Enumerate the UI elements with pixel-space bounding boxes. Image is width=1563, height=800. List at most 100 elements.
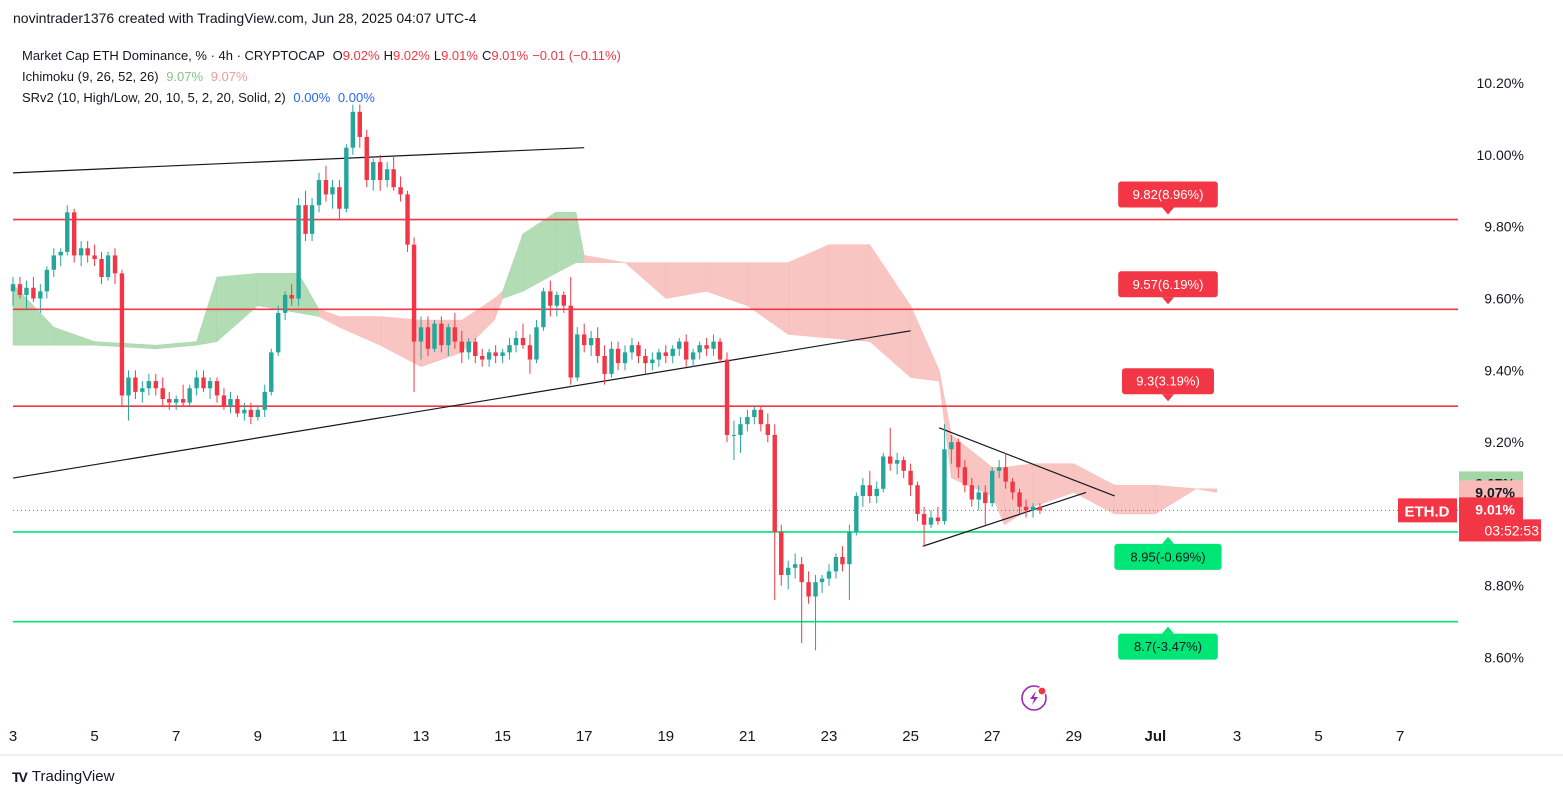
symbol-tag-box	[1398, 498, 1457, 523]
candle	[282, 291, 288, 321]
legend-ichimoku-name[interactable]: Ichimoku (9, 26, 52, 26)	[22, 69, 159, 84]
candle	[949, 434, 954, 464]
candle-body	[826, 571, 832, 579]
candle-body	[180, 399, 186, 403]
x-tick-label: 11	[332, 728, 348, 745]
legend-srv2-name[interactable]: SRv2 (10, High/Low, 20, 10, 5, 2, 20, So…	[22, 90, 286, 105]
level-labels: 9.82(8.96%) 9.57(6.19%) 9.3(3.19%) 8.95(-0.…	[1114, 181, 1222, 660]
candle-body	[160, 388, 165, 400]
candle-body	[248, 409, 254, 417]
alert-icon[interactable]	[1021, 685, 1047, 711]
candle-body	[901, 460, 906, 471]
candle-body	[833, 557, 839, 572]
candle-body	[1023, 506, 1029, 511]
cloud-segment	[1032, 463, 1075, 508]
price-axis[interactable]: 10.20% 10.00% 9.80% 9.60% 9.40% 9.20% 8.80% 8.6…	[1398, 75, 1541, 666]
tradingview-wordmark: TradingView	[31, 768, 115, 785]
candle	[847, 524, 852, 601]
legend-low-label: L	[433, 48, 442, 63]
legend-ichimoku-row[interactable]: Ichimoku (9, 26, 52, 26) 9.07% 9.07%	[22, 66, 629, 87]
candle	[126, 370, 131, 421]
candle	[17, 276, 23, 299]
candle-body	[819, 578, 825, 583]
candles	[10, 104, 1043, 651]
price-axis-label-text: 9.01%	[1475, 501, 1515, 517]
candle-body	[983, 492, 988, 504]
candle	[303, 190, 308, 242]
candle-body	[969, 485, 974, 500]
candle	[105, 251, 111, 281]
candle	[582, 323, 587, 353]
candle	[874, 481, 879, 504]
candle-body	[534, 327, 539, 360]
symbol-tag-text: ETH.D	[1405, 503, 1450, 520]
y-tick-label: 8.80%	[1484, 578, 1524, 594]
legend-symbol-name[interactable]: Market Cap ETH Dominance, % · 4h · CRYPT…	[22, 48, 325, 63]
candle	[745, 409, 750, 432]
legend-symbol-row[interactable]: Market Cap ETH Dominance, % · 4h · CRYPT…	[22, 45, 629, 66]
x-tick-label: 3	[1233, 728, 1241, 745]
candle	[473, 338, 478, 364]
candle	[58, 248, 63, 267]
candle-body	[799, 564, 804, 583]
tradingview-logo[interactable]: TV TradingView	[12, 768, 114, 785]
cloud-segment	[910, 305, 940, 382]
y-tick-label: 9.20%	[1484, 434, 1524, 450]
candle-body	[643, 355, 648, 364]
cloud-segment	[522, 211, 556, 292]
candle-body	[847, 531, 852, 565]
candle	[112, 248, 118, 285]
candle-body	[874, 488, 879, 496]
candle	[398, 176, 403, 202]
candle	[704, 338, 709, 356]
candle	[622, 345, 628, 371]
candle-body	[765, 424, 770, 435]
chart-credit: novintrader1376 created with TradingView…	[13, 10, 477, 26]
x-tick-label: Jul	[1145, 728, 1167, 745]
candle-body	[105, 255, 111, 277]
candle	[92, 244, 97, 267]
candle	[269, 348, 274, 396]
y-tick-label: 10.00%	[1477, 147, 1524, 163]
candle-body	[486, 352, 492, 360]
candle	[439, 316, 444, 353]
candle	[167, 391, 172, 410]
candle	[10, 276, 16, 306]
candle	[391, 154, 396, 191]
candle	[119, 269, 125, 407]
symbol-tag: ETH.D	[1398, 498, 1457, 523]
candle-body	[459, 341, 464, 353]
cloud-segment	[1196, 488, 1217, 493]
candle-body	[670, 348, 675, 356]
level-label: 8.7(-3.47%)	[1118, 626, 1218, 660]
legend-srv2-row[interactable]: SRv2 (10, High/Low, 20, 10, 5, 2, 20, So…	[22, 87, 629, 108]
x-tick-label: 15	[494, 728, 511, 745]
cloud-segment	[787, 244, 830, 339]
candle-body	[371, 162, 376, 181]
candle-body	[364, 136, 369, 181]
candle-body	[24, 287, 29, 295]
candle-body	[221, 395, 227, 407]
candle-body	[439, 323, 444, 346]
candle	[534, 320, 539, 364]
level-label-pointer	[1162, 536, 1174, 544]
candle	[228, 391, 233, 414]
candle-body	[337, 187, 342, 209]
chart-overlays	[1021, 685, 1047, 711]
trendlines[interactable]	[12, 147, 1115, 547]
candle-body	[996, 467, 1002, 471]
cloud-segment	[502, 233, 524, 299]
candle-body	[38, 291, 43, 299]
countdown-text: 03:52:53	[1485, 522, 1540, 538]
candle	[656, 348, 662, 367]
candle-body	[72, 212, 77, 256]
candle	[160, 377, 165, 407]
trendline	[922, 491, 1087, 547]
time-axis[interactable]: 3 5 7 9 11 13 15 17 19 21 23 25 27 29 Jul 3 5 7	[0, 728, 1563, 756]
level-label-box	[1118, 271, 1218, 298]
candle-body	[1010, 481, 1015, 493]
y-tick-label: 10.20%	[1477, 75, 1524, 91]
x-tick-label: 17	[576, 728, 593, 745]
candle-body	[677, 341, 682, 349]
